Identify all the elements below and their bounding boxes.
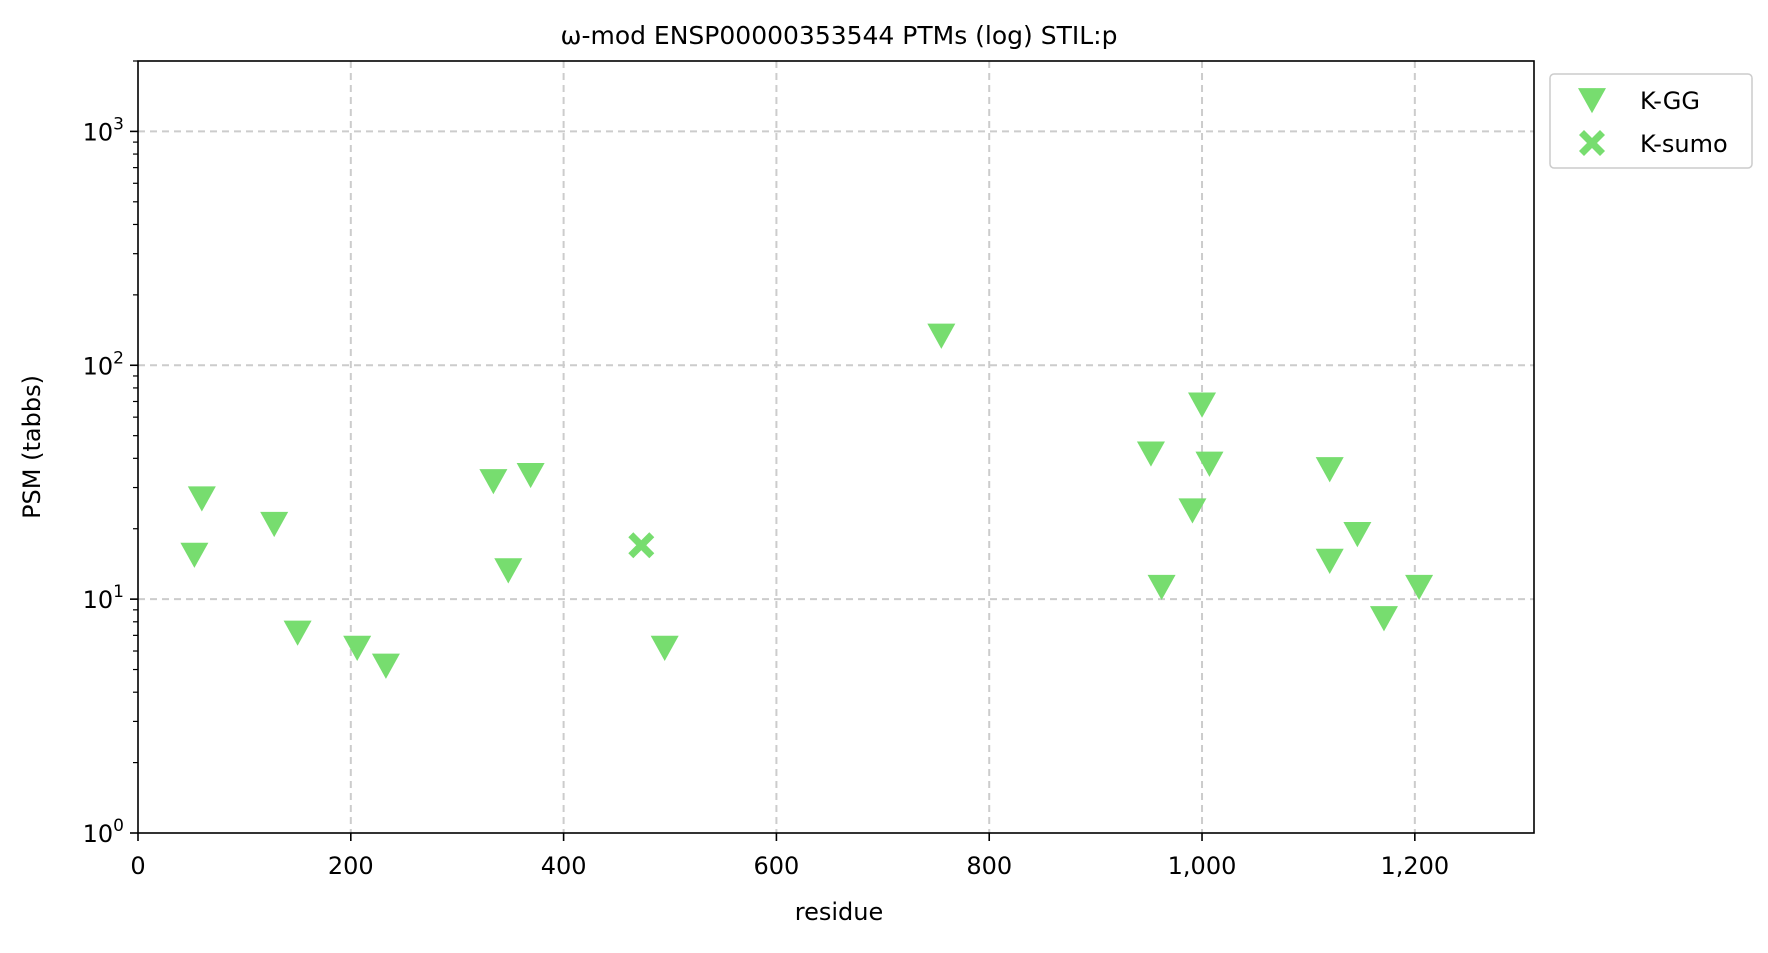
x-tick-label: 0 xyxy=(130,852,145,880)
x-tick-label: 1,200 xyxy=(1380,852,1449,880)
kgg-point xyxy=(371,653,400,679)
kgg-point xyxy=(1369,606,1398,632)
x-tick-label: 1,000 xyxy=(1168,852,1237,880)
kgg-point xyxy=(1136,441,1165,467)
y-tick-label: 103 xyxy=(83,114,124,146)
kgg-point xyxy=(1315,548,1344,574)
kgg-point xyxy=(494,558,523,584)
kgg-point xyxy=(479,469,508,495)
kgg-point xyxy=(516,462,545,489)
grid xyxy=(138,61,1534,833)
kgg-point xyxy=(1178,498,1207,524)
y-tick-label: 100 xyxy=(83,816,124,848)
kgg-point xyxy=(1405,574,1434,601)
data-points xyxy=(180,323,1434,679)
kgg-point xyxy=(650,635,679,661)
y-tick-label: 102 xyxy=(83,348,124,380)
axes: 0 200 400 600 800 1,000 1,200 100 101 102 103 xyxy=(83,60,1535,880)
x-tick-label: 800 xyxy=(966,852,1012,880)
y-axis-label: PSM (tabbs) xyxy=(18,375,46,519)
kgg-point xyxy=(1195,451,1224,477)
kgg-point xyxy=(260,511,289,538)
kgg-point xyxy=(1315,457,1344,483)
x-axis-label: residue xyxy=(795,898,884,926)
y-tick-label: 101 xyxy=(83,582,124,614)
legend: K-GG K-sumo xyxy=(1549,73,1753,169)
kgg-point xyxy=(283,620,312,646)
kgg-point xyxy=(1188,392,1217,418)
legend-kgg-marker xyxy=(1578,88,1606,114)
kgg-point xyxy=(1343,522,1372,548)
ksumo-point xyxy=(628,532,655,559)
legend-label: K-GG xyxy=(1640,87,1700,115)
kgg-point xyxy=(1147,574,1176,601)
chart-title: ω-mod ENSP00000353544 PTMs (log) STIL:p xyxy=(561,21,1118,50)
x-tick-label: 600 xyxy=(754,852,800,880)
kgg-point xyxy=(927,323,956,349)
legend-label: K-sumo xyxy=(1640,130,1728,158)
kgg-point xyxy=(180,542,209,568)
x-tick-label: 400 xyxy=(541,852,587,880)
kgg-point xyxy=(187,486,216,512)
kgg-point xyxy=(343,635,372,661)
plot-frame xyxy=(137,60,1535,834)
legend-ksumo-marker xyxy=(1579,130,1605,156)
x-tick-label: 200 xyxy=(328,852,374,880)
